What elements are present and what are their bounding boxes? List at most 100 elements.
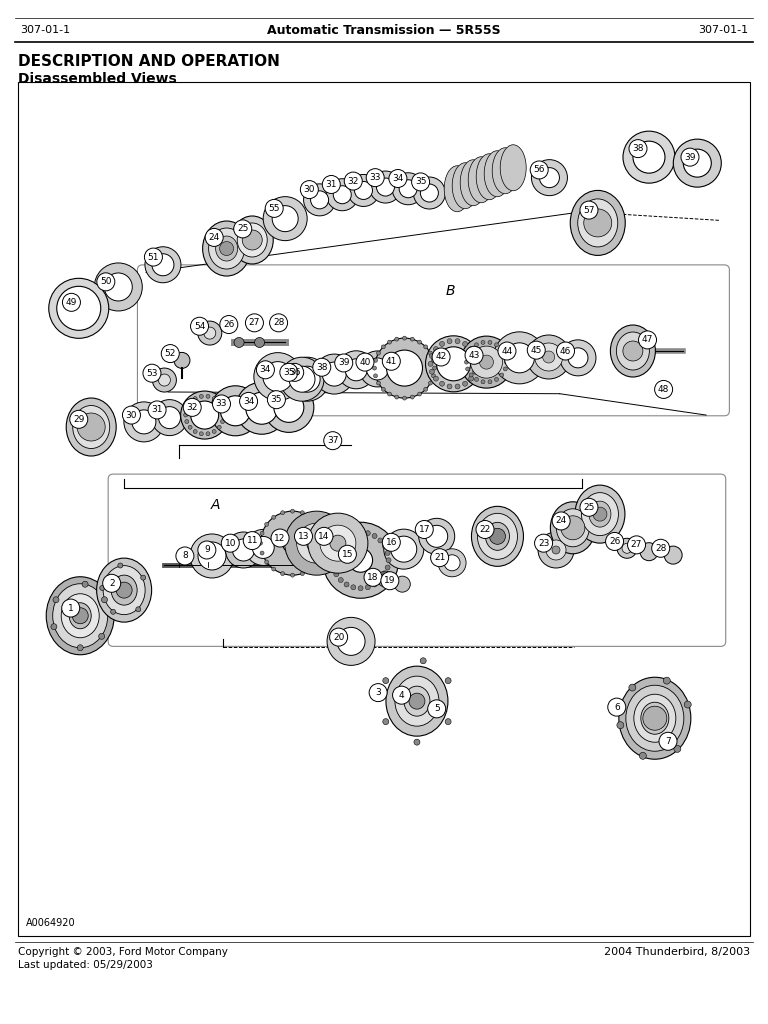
Circle shape (468, 376, 474, 381)
Text: 35: 35 (270, 395, 282, 404)
Text: 43: 43 (468, 351, 480, 359)
Circle shape (143, 365, 161, 382)
Ellipse shape (468, 157, 494, 203)
Circle shape (217, 400, 221, 404)
Text: 54: 54 (194, 322, 205, 331)
Circle shape (337, 628, 365, 655)
Circle shape (280, 511, 285, 515)
Circle shape (498, 342, 516, 360)
Circle shape (190, 534, 234, 578)
Circle shape (462, 341, 468, 346)
Text: 36: 36 (289, 368, 300, 377)
Circle shape (334, 571, 339, 577)
Text: 16: 16 (386, 538, 397, 547)
Text: Disassembled Views: Disassembled Views (18, 72, 177, 86)
Circle shape (382, 352, 400, 371)
Ellipse shape (551, 502, 595, 554)
Circle shape (420, 184, 439, 202)
Circle shape (240, 392, 257, 411)
Text: A: A (211, 498, 220, 512)
Text: 41: 41 (386, 356, 397, 366)
Text: 22: 22 (479, 525, 491, 534)
Circle shape (116, 582, 132, 598)
Circle shape (568, 348, 588, 368)
Circle shape (444, 555, 460, 570)
Ellipse shape (97, 558, 151, 623)
Circle shape (382, 534, 400, 551)
Circle shape (290, 573, 294, 578)
Circle shape (271, 529, 289, 547)
Text: Automatic Transmission — 5R55S: Automatic Transmission — 5R55S (267, 24, 501, 37)
Circle shape (285, 511, 349, 575)
Circle shape (418, 340, 422, 344)
Circle shape (392, 173, 424, 205)
Circle shape (429, 351, 432, 355)
Circle shape (347, 174, 379, 207)
Ellipse shape (581, 493, 618, 536)
Circle shape (535, 343, 563, 371)
Circle shape (264, 382, 314, 432)
Circle shape (315, 527, 333, 546)
Circle shape (78, 413, 105, 441)
Circle shape (283, 534, 303, 553)
Text: 1: 1 (68, 603, 74, 612)
Circle shape (623, 341, 643, 361)
Circle shape (428, 361, 433, 367)
Circle shape (375, 338, 435, 398)
Text: 9: 9 (204, 546, 210, 554)
Circle shape (462, 381, 468, 386)
Ellipse shape (386, 667, 448, 736)
Text: 26: 26 (223, 321, 234, 329)
Circle shape (560, 340, 596, 376)
Circle shape (104, 273, 132, 301)
Ellipse shape (611, 325, 655, 377)
Circle shape (294, 367, 320, 392)
Circle shape (493, 332, 545, 384)
Ellipse shape (485, 522, 509, 550)
Text: 38: 38 (316, 362, 327, 372)
Circle shape (481, 380, 485, 384)
Circle shape (198, 541, 216, 559)
Circle shape (358, 529, 363, 535)
Text: 29: 29 (73, 415, 84, 424)
Circle shape (103, 574, 121, 592)
Circle shape (274, 392, 304, 422)
Text: 4: 4 (399, 690, 405, 699)
Circle shape (432, 358, 435, 362)
Circle shape (561, 516, 585, 540)
Circle shape (378, 538, 383, 543)
Ellipse shape (237, 223, 267, 257)
Circle shape (643, 707, 667, 730)
Circle shape (439, 381, 445, 386)
Circle shape (391, 537, 417, 562)
Circle shape (376, 351, 380, 355)
Circle shape (246, 392, 278, 424)
Circle shape (455, 384, 460, 389)
Circle shape (369, 171, 402, 203)
Circle shape (469, 347, 473, 351)
Circle shape (364, 568, 382, 587)
Circle shape (184, 398, 201, 417)
Text: 14: 14 (318, 531, 329, 541)
Text: 40: 40 (359, 357, 371, 367)
Circle shape (176, 547, 194, 565)
Circle shape (220, 420, 224, 424)
Circle shape (622, 544, 632, 553)
Circle shape (429, 353, 435, 358)
Circle shape (469, 373, 473, 377)
Circle shape (188, 400, 192, 404)
Circle shape (607, 698, 626, 716)
Circle shape (97, 272, 115, 291)
Circle shape (234, 338, 244, 347)
Circle shape (242, 230, 262, 250)
Circle shape (280, 571, 285, 575)
Circle shape (286, 364, 303, 381)
Circle shape (377, 571, 393, 587)
Text: 27: 27 (631, 541, 642, 549)
Circle shape (62, 293, 81, 311)
Circle shape (330, 558, 335, 563)
Circle shape (300, 180, 318, 199)
Circle shape (355, 181, 372, 200)
Ellipse shape (61, 594, 99, 638)
Circle shape (425, 336, 482, 392)
